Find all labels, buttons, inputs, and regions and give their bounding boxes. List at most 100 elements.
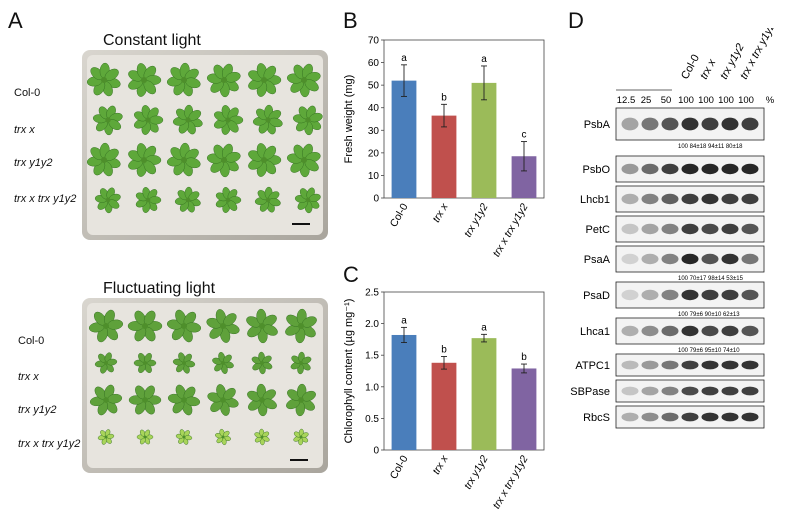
blot-band [701, 289, 719, 301]
protein-label: ATPC1 [575, 360, 610, 372]
y-tick-label: 40 [368, 103, 380, 114]
bar-trx-x-trx-y1y2 [511, 368, 537, 450]
blot-band [741, 325, 759, 337]
plant-rosette [175, 429, 193, 445]
blot-band [721, 289, 739, 301]
blot-band [621, 223, 639, 235]
plant-rosette [254, 186, 281, 213]
plant-rosette [248, 143, 282, 177]
fresh-weight-chart: 0 10 20 30 40 50 60 70 Fresh weight (mg) a Col-0 b t… [343, 36, 545, 259]
dilution-label: 50 [661, 95, 672, 106]
plant-rosette [166, 142, 201, 177]
blot-band [641, 289, 659, 301]
protein-label: Lhca1 [580, 326, 610, 338]
blot-band [621, 117, 639, 131]
blot-band [741, 412, 759, 422]
y-tick-label: 0.5 [365, 414, 379, 425]
blot-band [621, 289, 639, 301]
panel-a-letter: A [8, 8, 23, 33]
plant-rosette [128, 385, 162, 415]
plant-rosette [286, 383, 316, 417]
blot-band [721, 253, 739, 265]
blot-column-label: trx x trx y1y2 [738, 28, 778, 81]
constant-light-tray-photo [82, 50, 328, 240]
x-tick-label: trx y1y2 [462, 453, 491, 491]
blot-band [661, 386, 679, 396]
y-axis-label: Chlorophyll content (µg mg⁻¹) [343, 299, 355, 444]
blot-band [701, 163, 719, 175]
bar-col-0 [391, 334, 417, 450]
panel-d-letter: D [568, 8, 584, 33]
blot-band [661, 289, 679, 301]
significance-letter: a [481, 54, 487, 65]
y-tick-label: 10 [368, 171, 380, 182]
blot-band [721, 412, 739, 422]
x-tick-label: trx x [430, 453, 451, 477]
y-tick-label: 20 [368, 148, 380, 159]
plant-rosette [206, 309, 240, 343]
dilution-label: 100 [678, 95, 694, 106]
x-tick-label: trx x trx y1y2 [490, 201, 530, 259]
protein-label: PsaA [584, 254, 611, 266]
plant-rosette [127, 310, 163, 342]
plant-rosette [94, 187, 121, 214]
blot-band [661, 360, 679, 370]
protein-label: PsbA [584, 119, 611, 131]
blot-band [701, 223, 719, 235]
plant-rosette [206, 63, 241, 98]
blot-band [721, 360, 739, 370]
blot-band [721, 193, 739, 205]
blot-band [681, 325, 699, 337]
blot-band [701, 253, 719, 265]
blot-band [721, 325, 739, 337]
plant-rosette [97, 429, 115, 445]
plant-rosette [128, 63, 162, 97]
blot-band [701, 360, 719, 370]
genotype-label-trxy1y2-fl: trx y1y2 [18, 404, 57, 416]
plant-rosette [92, 105, 123, 136]
bar-trx-x [431, 115, 457, 198]
quantification-text: 100 70±17 98±14 53±15 [678, 276, 744, 282]
x-tick-label: trx y1y2 [462, 201, 491, 239]
blot-band [721, 117, 739, 131]
quantification-text: 100 79±6 90±10 62±13 [678, 312, 740, 318]
plot-frame [383, 291, 545, 451]
plant-rosette [215, 187, 242, 213]
blot-band [641, 325, 659, 337]
genotype-label-double: trx x trx y1y2 [14, 193, 77, 205]
blot-band [681, 193, 699, 205]
panel-c-letter: C [343, 262, 359, 287]
plant-rosette [254, 428, 270, 446]
plant-rosette [172, 352, 196, 374]
chlorophyll-chart: 0 0.5 1.0 1.5 2.0 2.5 Chlorophyll content (µg … [343, 288, 545, 511]
blot-band [741, 253, 759, 265]
protein-label: SBPase [570, 386, 610, 398]
blot-column-label: trx x [698, 57, 719, 81]
blot-band [681, 223, 699, 235]
blot-row-lhca1: Lhca1 100 79±6 95±10 74±10 [580, 317, 765, 354]
plant-rosette [89, 384, 123, 416]
blot-band [641, 253, 659, 265]
blot-band [641, 360, 659, 370]
plant-rosette [293, 428, 309, 446]
blot-band [681, 386, 699, 396]
blot-band [741, 289, 759, 301]
genotype-label-trxy1y2: trx y1y2 [14, 157, 53, 169]
protein-label: PetC [586, 224, 611, 236]
genotype-label-trxx: trx x [14, 124, 35, 136]
plant-rosette [286, 143, 321, 178]
genotype-label-trxx-fl: trx x [18, 371, 39, 383]
blot-row-psad: PsaD 100 79±6 90±10 62±13 [583, 281, 765, 318]
dilution-label: 100 [718, 95, 734, 106]
blot-band [701, 325, 719, 337]
plant-rosette [252, 104, 283, 135]
blot-band [621, 253, 639, 265]
fluctuating-light-title: Fluctuating light [103, 280, 216, 297]
significance-letter: b [441, 344, 447, 355]
dilution-label: 100 [698, 95, 714, 106]
significance-letter: b [441, 92, 447, 103]
plant-rosette [133, 353, 157, 373]
blot-band [701, 386, 719, 396]
plant-rosette [135, 187, 162, 213]
x-tick-label: trx x [430, 201, 451, 225]
